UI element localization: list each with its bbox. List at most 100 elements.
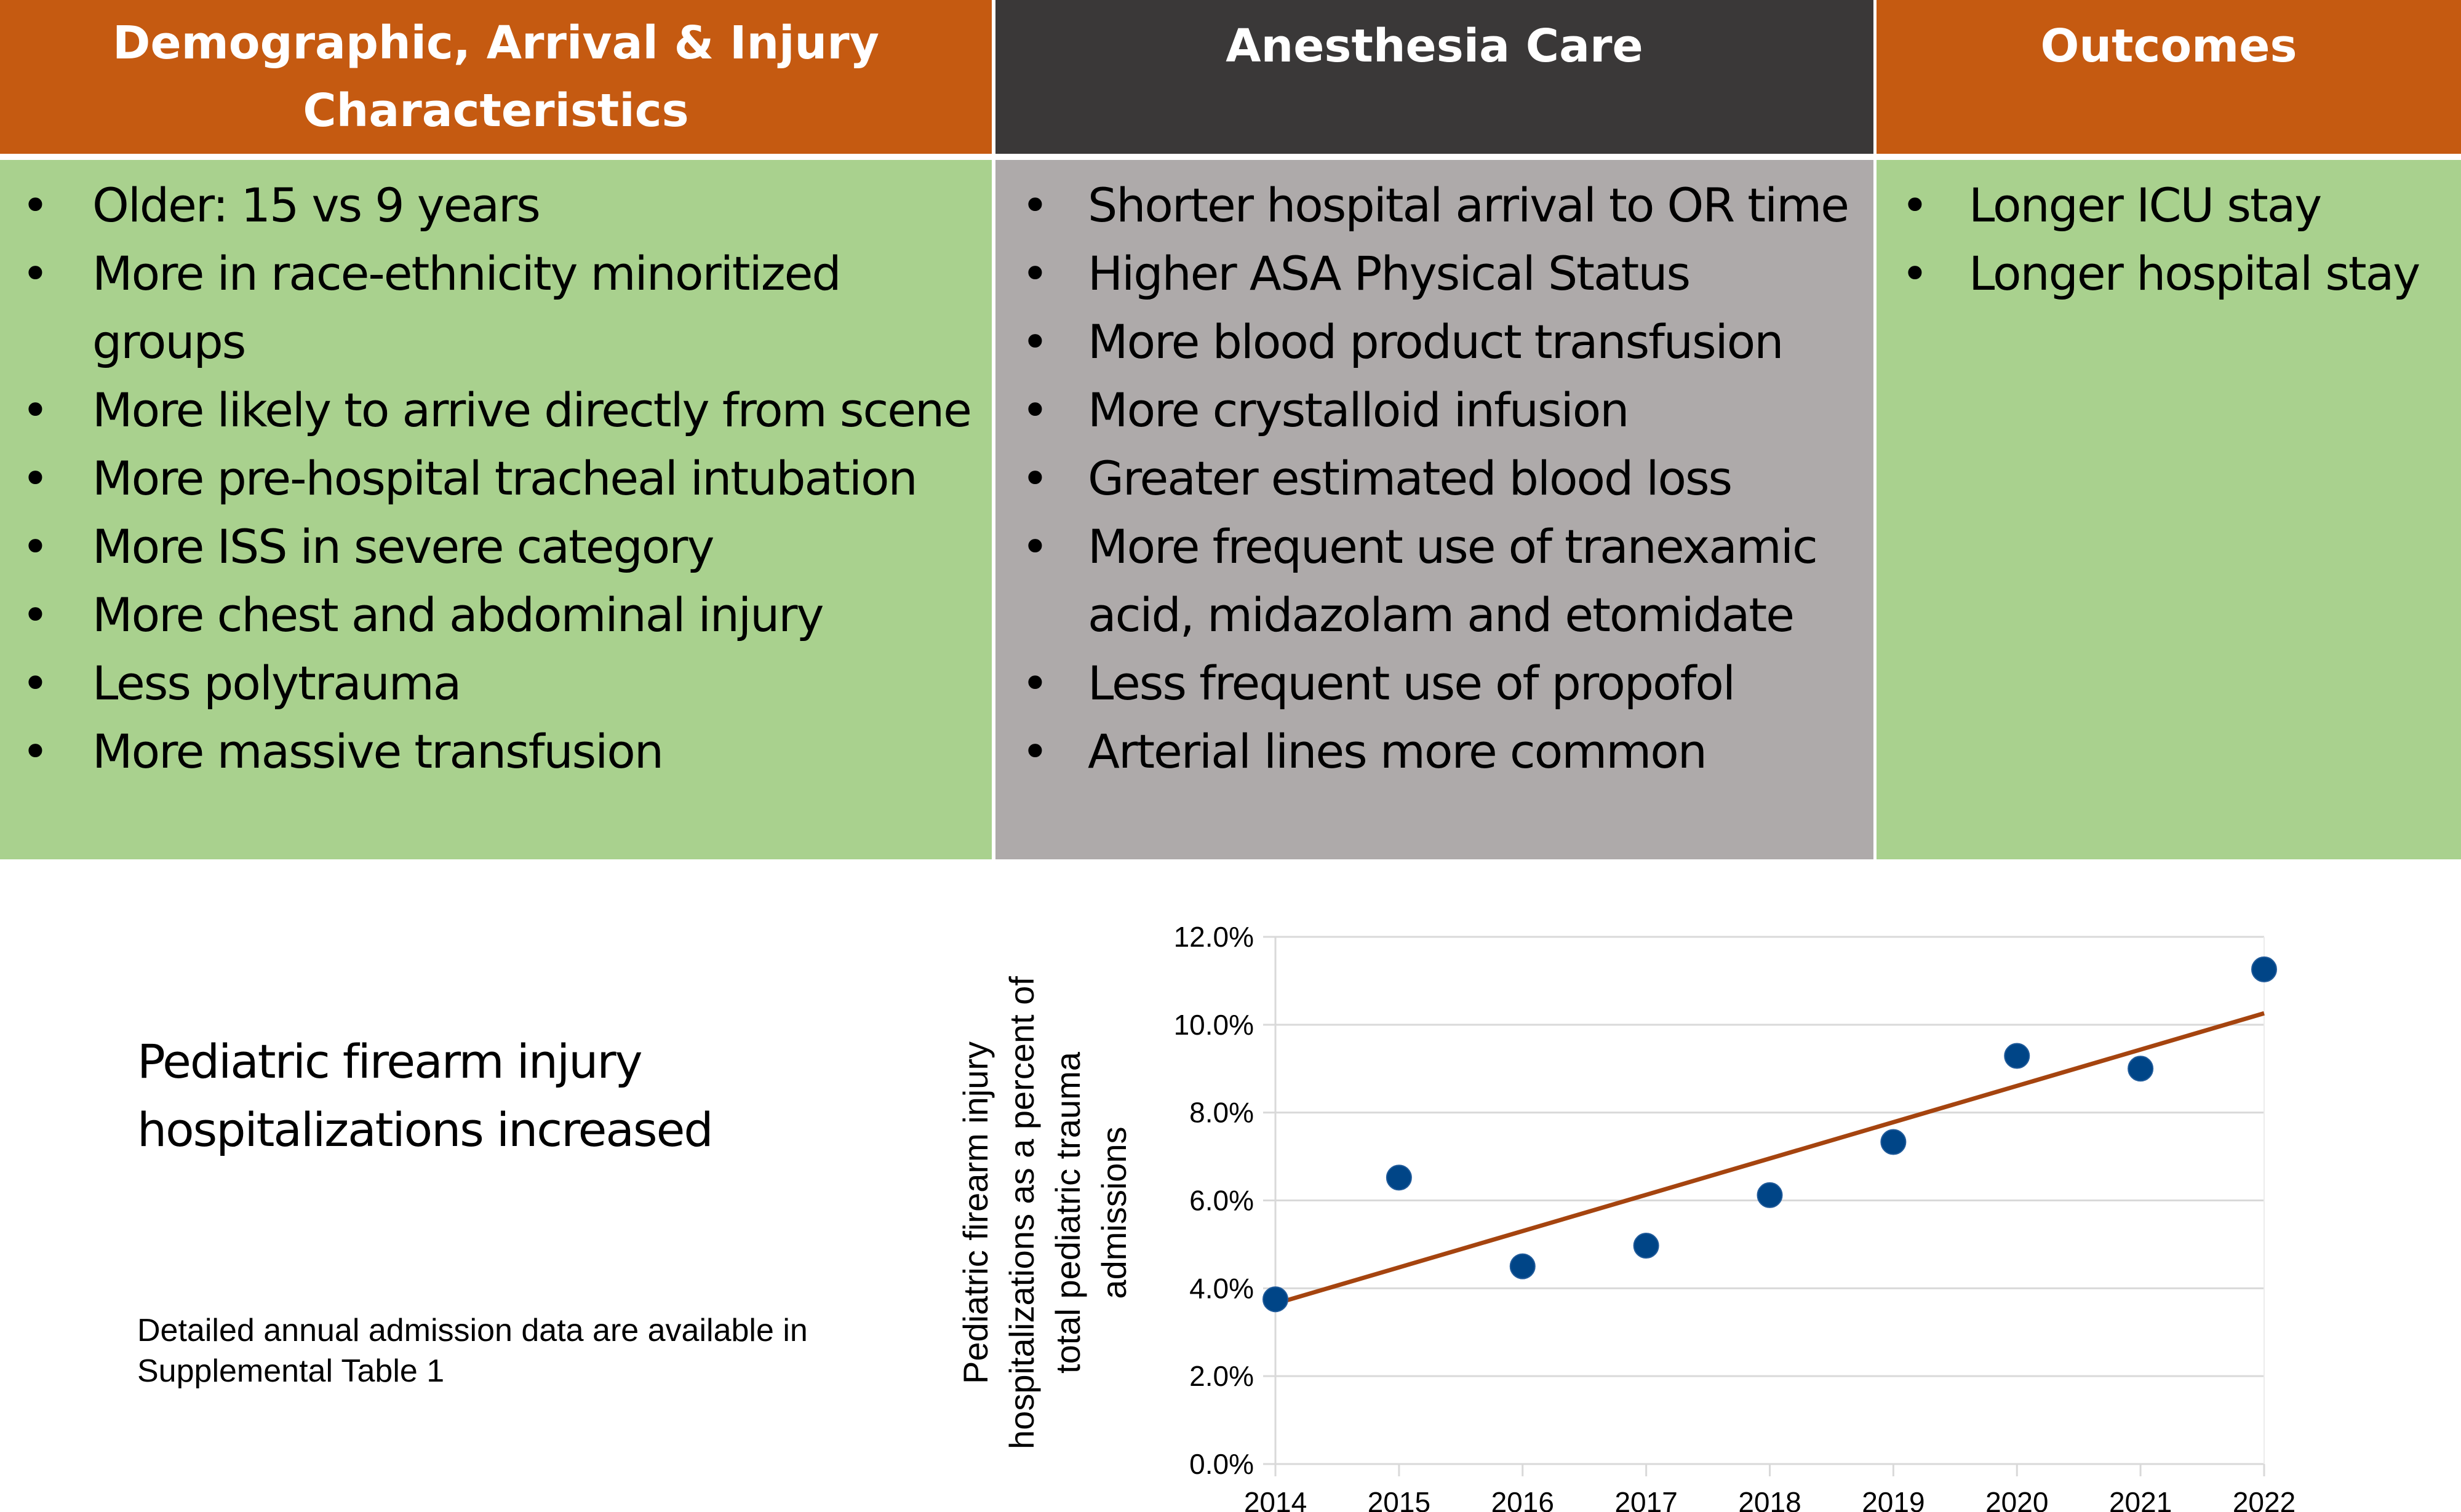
y-axis-label-line: hospitalizations as a percent of (1002, 976, 1041, 1449)
bullet-icon: • (22, 246, 49, 301)
y-axis-label-line: total pediatric trauma (1048, 1051, 1087, 1374)
x-tick-label: 2020 (1985, 1486, 2048, 1512)
headline-trend: Pediatric firearm injury hospitalization… (137, 1034, 714, 1157)
bullet-item: • Greater estimated blood loss (995, 444, 1873, 512)
data-point-2016 (1509, 1253, 1536, 1279)
data-points (1262, 956, 2277, 1313)
bullet-item: • Longer hospital stay (1877, 239, 2461, 308)
bullet-item: • More massive transfusion (0, 717, 992, 786)
bullet-icon: • (22, 451, 49, 506)
bullet-text: More blood product transfusion (1088, 314, 1784, 369)
bullet-item: • Older: 15 vs 9 years (0, 171, 992, 239)
bullet-text: More chest and abdominal injury (92, 587, 824, 642)
gridlines (1263, 936, 2265, 1476)
bullet-item: • Shorter hospital arrival to OR time (995, 171, 1873, 239)
bullet-text: Less polytrauma (92, 656, 461, 710)
bullet-text: Longer ICU stay (1969, 178, 2322, 233)
bullet-item: • Arterial lines more common (995, 717, 1873, 786)
bullet-list-demographic: • Older: 15 vs 9 years • More in race-ethni… (0, 171, 992, 786)
data-point-2017 (1633, 1233, 1659, 1259)
y-tick-label: 0.0% (1189, 1448, 1254, 1480)
header-demographic: Demographic, Arrival & Injury Characteri… (0, 0, 992, 154)
data-point-2018 (1757, 1182, 1783, 1208)
y-tick-label: 10.0% (1174, 1009, 1254, 1041)
trendline (1275, 1011, 2265, 1306)
bullet-item: • More crystalloid infusion (995, 376, 1873, 444)
header-outcomes: Outcomes (1877, 0, 2461, 154)
bullet-item: • More likely to arrive directly from sce… (0, 376, 992, 444)
bullet-text: More ISS in severe category (92, 519, 715, 574)
x-tick-label: 2014 (1244, 1486, 1307, 1512)
header-outcomes-label: Outcomes (2040, 20, 2297, 73)
x-tick-label: 2015 (1368, 1486, 1430, 1512)
bullet-text: More pre-hospital tracheal intubation (92, 451, 918, 506)
y-axis-label-line: Pediatric firearm injury (956, 1041, 995, 1384)
bullet-item: • Less frequent use of propofol (995, 649, 1873, 717)
bullet-icon: • (1021, 724, 1049, 779)
y-tick-label: 12.0% (1174, 921, 1254, 953)
bullet-icon: • (1021, 656, 1049, 710)
bullet-icon: • (1021, 246, 1049, 301)
data-point-2020 (2004, 1043, 2030, 1069)
bullet-item: • More chest and abdominal injury (0, 581, 992, 649)
bullet-text: Higher ASA Physical Status (1088, 246, 1691, 301)
bullet-icon: • (1901, 178, 1929, 233)
y-axis-label-line: admissions (1095, 1126, 1133, 1299)
bullet-text: More crystalloid infusion (1088, 383, 1629, 437)
bullet-icon: • (22, 587, 49, 642)
bullet-text: Greater estimated blood loss (1088, 451, 1733, 506)
header-anesthesia-care: Anesthesia Care (995, 0, 1873, 154)
data-point-2014 (1262, 1286, 1288, 1313)
bullet-text: More frequent use of tranexamic acid, mi… (1088, 519, 1818, 642)
data-point-2022 (2251, 956, 2277, 982)
x-tick-label: 2018 (1738, 1486, 1801, 1512)
panel-demographic: • Older: 15 vs 9 years • More in race-ethni… (0, 160, 992, 859)
bullet-item: • More in race-ethnicity minoritized grou… (0, 239, 992, 376)
bullet-item: • More frequent use of tranexamic acid, m… (995, 512, 1873, 649)
bullet-text: Arterial lines more common (1088, 724, 1707, 779)
x-tick-label: 2022 (2233, 1486, 2295, 1512)
supplemental-note: Detailed annual admission data are avail… (137, 1313, 808, 1389)
x-tick-label: 2016 (1491, 1486, 1554, 1512)
data-point-2015 (1386, 1164, 1412, 1191)
bullet-icon: • (1021, 451, 1049, 506)
bullet-text: Shorter hospital arrival to OR time (1088, 178, 1849, 233)
x-tick-label: 2017 (1614, 1486, 1677, 1512)
bullet-icon: • (1021, 314, 1049, 369)
bullet-text: Older: 15 vs 9 years (92, 178, 541, 233)
y-tick-label: 2.0% (1189, 1360, 1254, 1392)
bullet-list-anesthesia-care: • Shorter hospital arrival to OR time • Hig… (995, 171, 1873, 786)
scatter-chart: Pediatric firearm injury hospitalizations… (956, 921, 2295, 1512)
header-demographic-label: Demographic, Arrival & Injury Characteri… (113, 17, 879, 137)
bullet-item: • Less polytrauma (0, 649, 992, 717)
header-anesthesia-care-label: Anesthesia Care (1226, 20, 1643, 73)
y-tick-label: 4.0% (1189, 1272, 1254, 1304)
trendline-group (1275, 1011, 2265, 1306)
y-axis-label: Pediatric firearm injury hospitalizations… (956, 976, 1133, 1449)
bullet-icon: • (1021, 383, 1049, 437)
bullet-icon: • (22, 724, 49, 779)
bullet-icon: • (22, 178, 49, 233)
bullet-item: • Longer ICU stay (1877, 171, 2461, 239)
data-point-2019 (1880, 1129, 1907, 1155)
x-tick-label: 2019 (1862, 1486, 1925, 1512)
bullet-item: • Higher ASA Physical Status (995, 239, 1873, 308)
data-point-2021 (2128, 1056, 2154, 1082)
bullet-list-outcomes: • Longer ICU stay • Longer hospital stay (1877, 171, 2461, 308)
y-tick-label: 6.0% (1189, 1185, 1254, 1217)
bullet-icon: • (1021, 178, 1049, 233)
bullet-icon: • (22, 519, 49, 574)
x-tick-labels: 2014 2015 2016 2017 2018 2019 2020 2021 2022 (1244, 1486, 2295, 1512)
bullet-icon: • (22, 383, 49, 437)
bullet-text: More in race-ethnicity minoritized group… (92, 246, 842, 369)
y-tick-label: 8.0% (1189, 1097, 1254, 1129)
bullet-icon: • (1021, 519, 1049, 574)
bullet-item: • More blood product transfusion (995, 308, 1873, 376)
bullet-text: More massive transfusion (92, 724, 664, 779)
bullet-text: Less frequent use of propofol (1088, 656, 1736, 710)
x-tick-label: 2021 (2109, 1486, 2172, 1512)
bullet-icon: • (1901, 246, 1929, 301)
y-tick-labels: 0.0% 2.0% 4.0% 6.0% 8.0% 10.0% 12.0% (1174, 921, 1254, 1480)
bullet-item: • More pre-hospital tracheal intubation (0, 444, 992, 512)
bullet-text: Longer hospital stay (1969, 246, 2420, 301)
